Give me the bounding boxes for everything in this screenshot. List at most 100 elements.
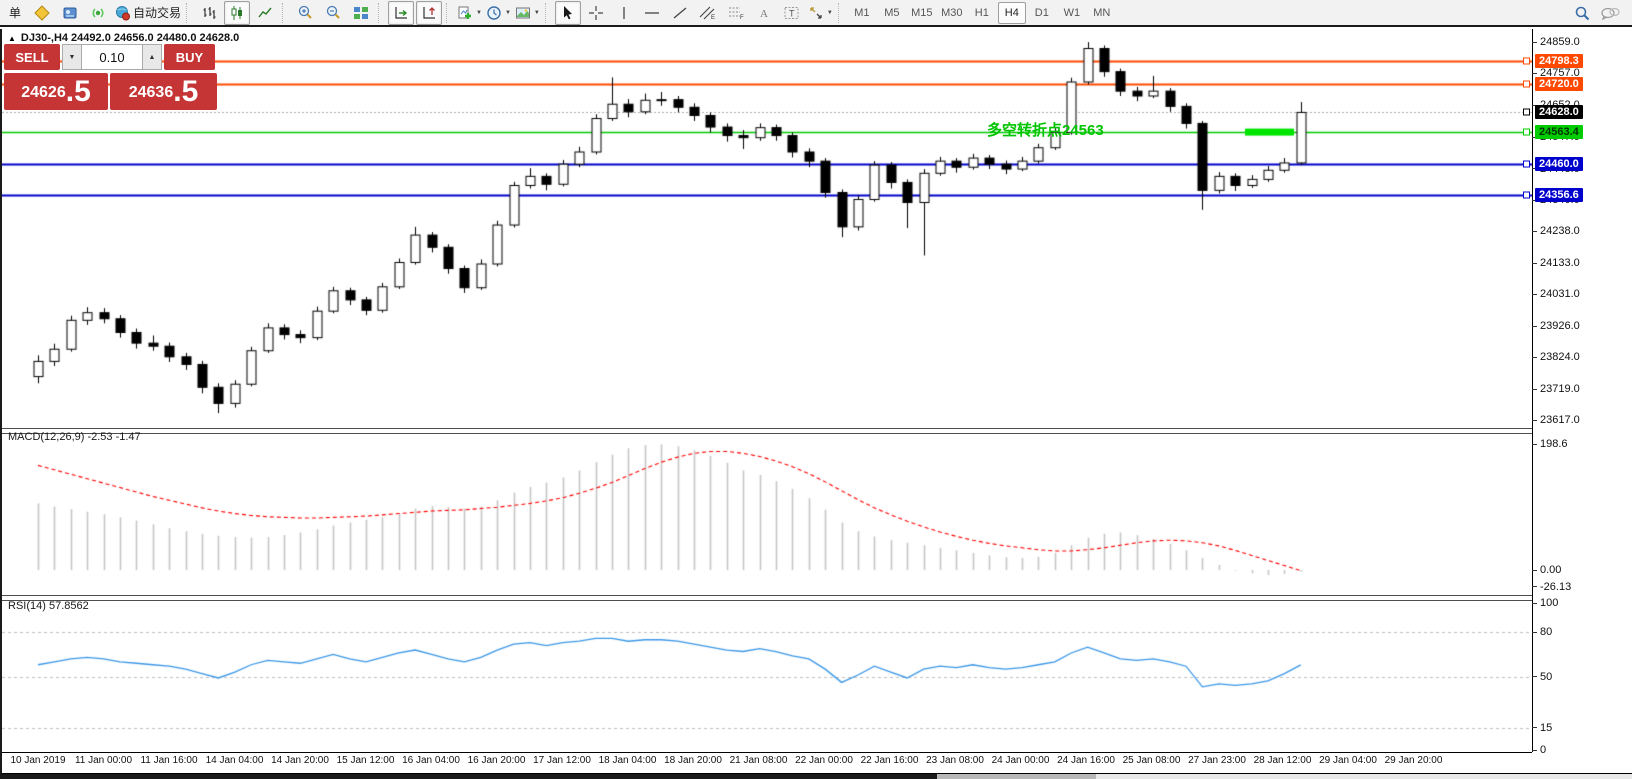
chart-annotation-text[interactable]: 多空转折点24563 xyxy=(987,122,1104,139)
axis-tick-rsi-0: 0 xyxy=(1532,744,1632,756)
axis-tick-24031: 24031.0 xyxy=(1532,288,1632,300)
signals-icon[interactable] xyxy=(85,1,111,25)
collapse-panel-icon[interactable]: ▲ xyxy=(8,33,16,43)
tick-dash xyxy=(1532,199,1537,201)
volume-input[interactable]: 0.10 xyxy=(82,44,142,70)
axis-tick-24133: 24133.0 xyxy=(1532,257,1632,269)
templates-button[interactable]: ▼ xyxy=(514,1,541,25)
pane-divider-rsi[interactable] xyxy=(2,595,1532,601)
price-badge-24563.4: 24563.4 xyxy=(1535,125,1583,140)
time-axis-label: 24 Jan 16:00 xyxy=(1057,755,1115,766)
periods-button[interactable]: ▼ xyxy=(485,1,512,25)
chevron-down-icon: ▼ xyxy=(826,9,833,16)
tile-windows-icon[interactable] xyxy=(348,1,374,25)
candlestick-chart-icon[interactable] xyxy=(224,0,251,25)
price-line-anchor[interactable] xyxy=(1523,108,1530,116)
arrows-objects-button[interactable]: ▼ xyxy=(807,1,834,25)
axis-tick-macd--26.13: -26.13 xyxy=(1532,581,1632,593)
time-axis-label: 15 Jan 12:00 xyxy=(336,755,395,766)
price-line-anchor[interactable] xyxy=(1523,57,1530,65)
axis-tick-23926: 23926.0 xyxy=(1532,320,1632,332)
timeframe-button-h4[interactable]: H4 xyxy=(997,1,1026,24)
timeframe-button-w1[interactable]: W1 xyxy=(1063,6,1081,19)
price-line-anchor[interactable] xyxy=(1523,128,1530,136)
time-axis-label: 18 Jan 20:00 xyxy=(664,755,722,766)
chart-shift-icon[interactable] xyxy=(416,0,443,25)
toolbar-separator xyxy=(282,2,288,23)
time-axis-label: 29 Jan 20:00 xyxy=(1384,755,1443,766)
sell-price-main: 24626 xyxy=(21,84,66,101)
tick-label: 24031.0 xyxy=(1540,288,1580,301)
price-badge-24460.0: 24460.0 xyxy=(1535,156,1583,171)
fibonacci-icon[interactable]: F xyxy=(723,1,749,25)
axis-tick-rsi-100: 100 xyxy=(1532,597,1632,609)
timeframe-button-d1[interactable]: D1 xyxy=(1034,6,1049,19)
time-axis-label: 24 Jan 00:00 xyxy=(991,755,1050,766)
axis-tick-24238: 24238.0 xyxy=(1532,225,1632,237)
axis-tick-23824: 23824.0 xyxy=(1532,351,1632,363)
volume-decrease-button[interactable]: ▼ xyxy=(62,44,82,70)
timeframe-button-mn[interactable]: MN xyxy=(1093,6,1111,19)
toolbar-zoom-group xyxy=(291,0,375,26)
autotrading-button[interactable]: 自动交易 xyxy=(113,1,182,25)
cursor-icon[interactable] xyxy=(554,0,581,25)
tick-label: 198.6 xyxy=(1540,438,1568,451)
toolbar-trade-group: 单 自动交易 xyxy=(0,0,183,26)
tick-label: 24133.0 xyxy=(1540,257,1580,270)
strategy-tester-icon[interactable] xyxy=(57,1,83,25)
vertical-line-icon[interactable] xyxy=(611,1,637,25)
buy-price-display[interactable]: 24636.5 xyxy=(110,73,217,110)
search-icon[interactable] xyxy=(1569,2,1595,26)
timeframe-button-m1[interactable]: M1 xyxy=(854,6,870,19)
time-axis-label: 16 Jan 20:00 xyxy=(467,755,526,766)
pane-divider-macd[interactable] xyxy=(2,428,1532,434)
zoom-in-icon[interactable] xyxy=(292,1,318,25)
timeframe-button-m15[interactable]: M15 xyxy=(911,6,933,19)
mql-editor-icon[interactable] xyxy=(29,1,55,25)
time-axis-label: 18 Jan 04:00 xyxy=(598,755,657,766)
auto-scroll-icon[interactable] xyxy=(388,0,415,25)
tick-dash xyxy=(1532,443,1537,445)
volume-increase-button[interactable]: ▲ xyxy=(142,44,162,70)
new-chart-button[interactable]: ▼ xyxy=(456,1,483,25)
crosshair-icon[interactable] xyxy=(583,1,609,25)
line-chart-icon[interactable] xyxy=(252,1,278,25)
tick-label: 0 xyxy=(1540,744,1547,756)
text-icon[interactable]: A xyxy=(751,1,777,25)
macd-canvas[interactable] xyxy=(2,432,1532,595)
zoom-out-icon[interactable] xyxy=(320,1,346,25)
horizontal-line-icon[interactable] xyxy=(639,1,665,25)
time-axis-label: 23 Jan 08:00 xyxy=(926,755,984,766)
bar-chart-icon[interactable] xyxy=(196,1,222,25)
chevron-down-icon: ▼ xyxy=(533,9,540,16)
price-line-anchor[interactable] xyxy=(1523,80,1530,88)
toolbar-objects-group: E F A T ▼ xyxy=(554,0,835,26)
tick-label: 23617.0 xyxy=(1540,414,1580,427)
chat-icon[interactable] xyxy=(1597,2,1623,26)
equidistant-channel-icon[interactable]: E xyxy=(695,1,721,25)
tick-label: 80 xyxy=(1540,626,1553,639)
axis-tick-23719: 23719.0 xyxy=(1532,383,1632,395)
horizontal-scrollbar-thumb[interactable] xyxy=(2,774,937,779)
timeframe-button-m5[interactable]: M5 xyxy=(884,6,900,19)
horizontal-scrollbar-segment[interactable] xyxy=(937,774,1096,779)
price-line-anchor[interactable] xyxy=(1523,191,1530,199)
price-badge-24356.6: 24356.6 xyxy=(1535,188,1583,203)
price-line-anchor[interactable] xyxy=(1523,160,1530,168)
sell-button[interactable]: SELL xyxy=(4,44,60,70)
buy-button[interactable]: BUY xyxy=(164,44,215,70)
tick-dash xyxy=(1532,749,1537,751)
tick-label: 0.00 xyxy=(1540,564,1562,576)
tick-label: 50 xyxy=(1540,670,1553,683)
sell-price-display[interactable]: 24626.5 xyxy=(4,73,108,110)
rsi-canvas[interactable] xyxy=(2,599,1532,752)
text-label-icon[interactable]: T xyxy=(779,1,805,25)
time-axis-label: 10 Jan 2019 xyxy=(10,755,66,766)
timeframe-button-h1[interactable]: H1 xyxy=(974,6,989,19)
timeframe-button-m30[interactable]: M30 xyxy=(941,6,963,19)
new-order-button[interactable]: 单 xyxy=(1,1,27,25)
trendline-icon[interactable] xyxy=(667,1,693,25)
time-axis-label: 17 Jan 12:00 xyxy=(533,755,591,766)
chevron-down-icon: ▼ xyxy=(476,9,482,16)
price-chart-canvas[interactable] xyxy=(2,29,1532,429)
